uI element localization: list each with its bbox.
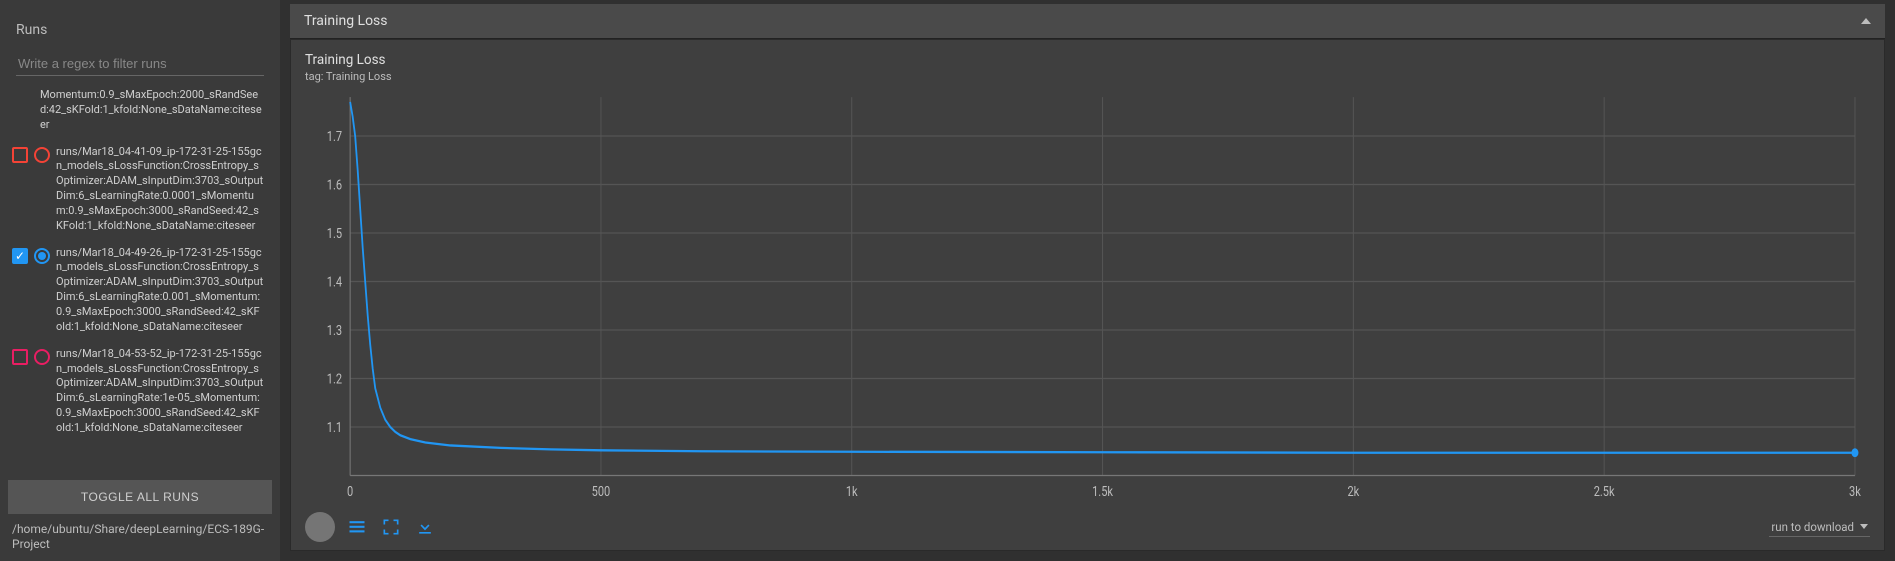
run-radio[interactable] — [34, 349, 50, 365]
svg-text:1.5k: 1.5k — [1092, 484, 1113, 501]
run-label: runs/Mar18_04-41-09_ip-172-31-25-155gcn_… — [56, 145, 264, 234]
sidebar: Runs Momentum:0.9_sMaxEpoch:2000_sRandSe… — [0, 0, 280, 561]
svg-text:2.5k: 2.5k — [1594, 484, 1615, 501]
svg-text:0: 0 — [347, 484, 353, 501]
fullscreen-icon[interactable] — [379, 515, 403, 539]
reset-zoom-icon[interactable] — [305, 512, 335, 542]
chart-title: Training Loss — [305, 52, 1870, 68]
run-checkbox[interactable] — [12, 147, 28, 163]
main-panel: Training Loss Training Loss tag: Trainin… — [280, 0, 1895, 561]
svg-text:3k: 3k — [1849, 484, 1861, 501]
download-icon[interactable] — [413, 515, 437, 539]
svg-text:1.2: 1.2 — [327, 371, 342, 388]
panel-footer: run to download — [305, 506, 1870, 542]
svg-text:1.5: 1.5 — [327, 226, 342, 243]
svg-text:1.6: 1.6 — [327, 177, 342, 194]
svg-text:1.7: 1.7 — [327, 129, 342, 146]
svg-text:1.1: 1.1 — [327, 420, 342, 437]
chart-area: 1.1 1.2 1.3 1.4 1.5 1.6 1.7 0 500 1k 1.5k 2k 2.5k 3k — [305, 87, 1870, 506]
run-label: runs/Mar18_04-53-52_ip-172-31-25-155gcn_… — [56, 347, 264, 436]
list-view-icon[interactable] — [345, 515, 369, 539]
run-checkbox[interactable]: ✓ — [12, 248, 28, 264]
panel-body: Training Loss tag: Training Loss 1.11.21… — [290, 39, 1885, 551]
sidebar-title: Runs — [8, 12, 272, 52]
run-item[interactable]: Momentum:0.9_sMaxEpoch:2000_sRandSeed:42… — [8, 82, 268, 139]
panel-header-title: Training Loss — [304, 13, 388, 29]
run-item[interactable]: runs/Mar18_04-53-52_ip-172-31-25-155gcn_… — [8, 341, 268, 442]
run-label: runs/Mar18_04-49-26_ip-172-31-25-155gcn_… — [56, 246, 264, 335]
line-chart: 1.1 1.2 1.3 1.4 1.5 1.6 1.7 0 500 1k 1.5k 2k 2.5k 3k — [305, 87, 1870, 506]
runs-list[interactable]: Momentum:0.9_sMaxEpoch:2000_sRandSeed:42… — [8, 82, 272, 474]
toggle-all-runs-button[interactable]: TOGGLE ALL RUNS — [8, 480, 272, 514]
svg-text:1k: 1k — [846, 484, 858, 501]
filter-input[interactable] — [16, 52, 264, 76]
run-download-select[interactable]: run to download — [1769, 518, 1870, 537]
chart-toolbar — [305, 512, 437, 542]
svg-text:500: 500 — [592, 484, 611, 501]
run-label: Momentum:0.9_sMaxEpoch:2000_sRandSeed:42… — [40, 88, 264, 133]
run-checkbox[interactable] — [12, 349, 28, 365]
svg-text:2k: 2k — [1347, 484, 1359, 501]
dropdown-icon — [1860, 524, 1868, 529]
svg-text:1.4: 1.4 — [327, 274, 342, 291]
run-radio[interactable] — [34, 147, 50, 163]
run-item[interactable]: ✓ runs/Mar18_04-49-26_ip-172-31-25-155gcn… — [8, 240, 268, 341]
run-download-label: run to download — [1771, 520, 1854, 534]
panel-header[interactable]: Training Loss — [290, 4, 1885, 39]
chevron-up-icon[interactable] — [1861, 18, 1871, 24]
run-item[interactable]: runs/Mar18_04-41-09_ip-172-31-25-155gcn_… — [8, 139, 268, 240]
logdir-path: /home/ubuntu/Share/deepLearning/ECS-189G… — [8, 518, 272, 553]
run-radio[interactable] — [34, 248, 50, 264]
svg-text:1.3: 1.3 — [327, 323, 342, 340]
chart-tag: tag: Training Loss — [305, 70, 1870, 83]
